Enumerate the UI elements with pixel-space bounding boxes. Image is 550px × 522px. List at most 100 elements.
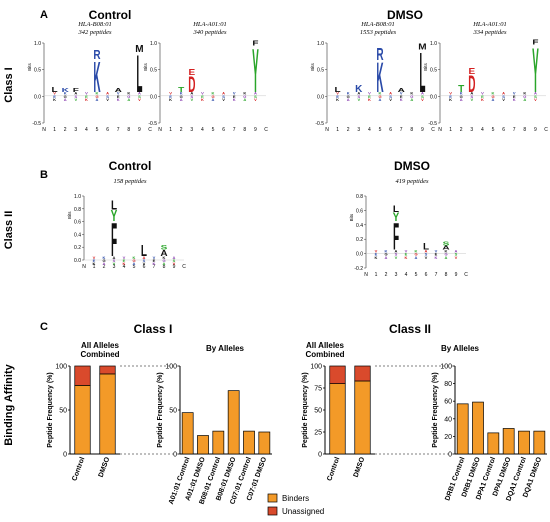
logo-a1-noise-letter: A [106,91,109,96]
logo-a2-logo-letter-d: D [188,71,195,97]
logo-a2-noise-letter: G [243,94,246,99]
logo-b-dmso-noise-letter: K [445,248,448,253]
logo-b-control-noise-letter: S [143,258,146,263]
logo-a3-noise-letter: S [357,94,360,99]
logo-a4-xtick-label: 5 [492,127,495,133]
logo-a1-noise-letter: S [74,94,77,99]
class-ii-by-alleles-bar-binders [472,401,484,455]
logo-b-control-noise-letter: A [163,261,166,266]
logo-a4-noise-letter: K [481,97,484,102]
logo-b-control-logo-letter-l: L [111,199,117,212]
logo-a2-noise-letter: A [254,91,257,96]
class-i-combined-ylabel: Peptide Frequency (%) [47,372,54,447]
class-ii-by-alleles-ytick-label: 20 [444,434,452,441]
class-ii-by-alleles-ytick-label: 60 [444,399,452,406]
class-ii-combined-bar-unassigned [354,365,371,382]
logo-a1-logo-letter-l: L [136,46,142,104]
class-i-combined-bar-unassigned [99,365,116,375]
logo-b-control-xtick-label: 8 [163,264,166,270]
logo-b-dmso-ytick-label: 0.6 [356,208,363,214]
logo-a1-logo-letter-k: K [93,52,100,102]
logo-b-dmso-noise-letter: V [435,248,438,253]
logo-b-dmso-logo-letter-f: F [393,215,399,257]
logo-b-control-noise-letter: E [123,258,126,263]
logo-b-control-noise-letter: V [173,261,176,266]
logo-b-control-noise-letter: E [153,258,156,263]
logo-a2-xtick-label: 9 [254,127,257,133]
class-i-by-alleles-ytick-label: 50 [169,408,177,415]
logo-a3-xtick-label: 7 [400,127,403,133]
logo-a1-xtick-label: 1 [53,127,56,133]
logo-a4-xtick-label: 9 [534,127,537,133]
logo-a2-ylabel: Bits [143,63,148,71]
class-i-combined-bar-binders [99,373,116,455]
class-i-by-alleles-ylabel: Peptide Frequency (%) [157,372,164,447]
panel-b-control-title: Control [109,159,152,173]
logo-a3-noise-letter: K [336,97,339,102]
logo-a3-logo-letter-r: R [376,45,384,65]
logo-b-control-xtick-label: N [82,264,86,270]
logo-a4-ytick-label: -0.5 [428,121,437,127]
class-i-combined-title-line1: All Alleles [81,341,119,350]
logo-b-dmso-noise-letter: K [375,255,378,260]
logo-b-dmso-ytick-label: -0.2 [354,266,363,272]
class-i-by-alleles-bar-binders [258,431,271,455]
logo-b-dmso-xtick-label: 4 [405,272,408,278]
logo-a2-xtick-label: 4 [201,127,204,133]
logo-b-dmso-noise-letter: K [405,255,408,260]
logo-a4-noise-letter: S [534,94,537,99]
logo-a3-noise-letter: A [421,91,424,96]
logo-a2-peptides: 340 peptides [192,29,227,36]
logo-a3-noise-letter: V [400,91,403,96]
class-i-combined-ytick-label: 50 [59,408,67,415]
logo-a3-xtick-label: 9 [421,127,424,133]
panel-a-dmso-title: DMSO [387,8,423,22]
panel-b-control-peptides: 158 peptides [113,178,147,185]
logo-b-control-xtick-label: 2 [103,264,106,270]
logo-b-dmso-noise-letter: A [455,248,458,253]
logo-a2-noise-letter: K [180,91,183,96]
row-label-class-ii: Class II [3,211,15,250]
logo-a1-ytick-label: 1.0 [34,41,41,47]
class-ii-by-alleles-bar-binders [518,430,530,455]
logo-a1-noise-letter: V [74,97,77,102]
logo-a3-noise-letter: E [368,94,371,99]
legend-unassigned-swatch [267,506,278,516]
logo-b-control-noise-letter: V [123,255,126,260]
class-ii-by-alleles-ytick-label: 80 [444,381,452,388]
logo-a4-xtick-label: 1 [449,127,452,133]
logo-a2-xtick-label: 6 [222,127,225,133]
logo-b-dmso-noise-letter: A [395,248,398,253]
class-ii-combined-ytick-label: 0 [318,452,322,459]
logo-b-dmso-xtick-label: 3 [395,272,398,278]
logo-a1-xtick-label: N [42,127,46,133]
logo-a4-xtick-label: 3 [470,127,473,133]
logo-b-control-xtick-label: C [182,264,186,270]
logo-a3-noise-letter: V [389,97,392,102]
logo-b-dmso-noise-letter: S [455,252,458,257]
logo-a1-xtick-label: 4 [85,127,88,133]
class-i-by-alleles-bar-binders [227,390,240,455]
logo-a4-ytick-label: 0.0 [430,94,437,100]
logo-a3-logo-letter-l: L [335,85,341,93]
class-ii-by-alleles-ytick-label: 100 [440,364,452,371]
logo-a4-noise-letter: V [449,91,452,96]
panel-b-dmso-peptides: 419 peptides [395,178,429,185]
logo-b-control-ytick-label: 0.8 [74,207,81,213]
logo-a2-noise-letter: S [190,94,193,99]
logo-b-dmso-xtick-label: 5 [415,272,418,278]
class-ii-combined-ytick-label: 50 [314,408,322,415]
logo-b-dmso-noise-letter: K [435,255,438,260]
logo-b-control-xtick-label: 7 [153,264,156,270]
logo-a3-noise-letter: S [421,94,424,99]
logo-a3-noise-letter: K [410,91,413,96]
logo-b-dmso-noise-letter: V [455,255,458,260]
logo-b-dmso-noise-letter: S [425,252,428,257]
class-ii-by-alleles-ylabel: Peptide Frequency (%) [432,372,439,447]
logo-a2-ytick-label: -0.5 [148,121,157,127]
class-ii-by-alleles-title: By Alleles [441,344,479,353]
logo-a4-noise-letter: A [502,91,505,96]
logo-a1-xtick-label: 6 [106,127,109,133]
logo-a1-noise-letter: V [85,91,88,96]
